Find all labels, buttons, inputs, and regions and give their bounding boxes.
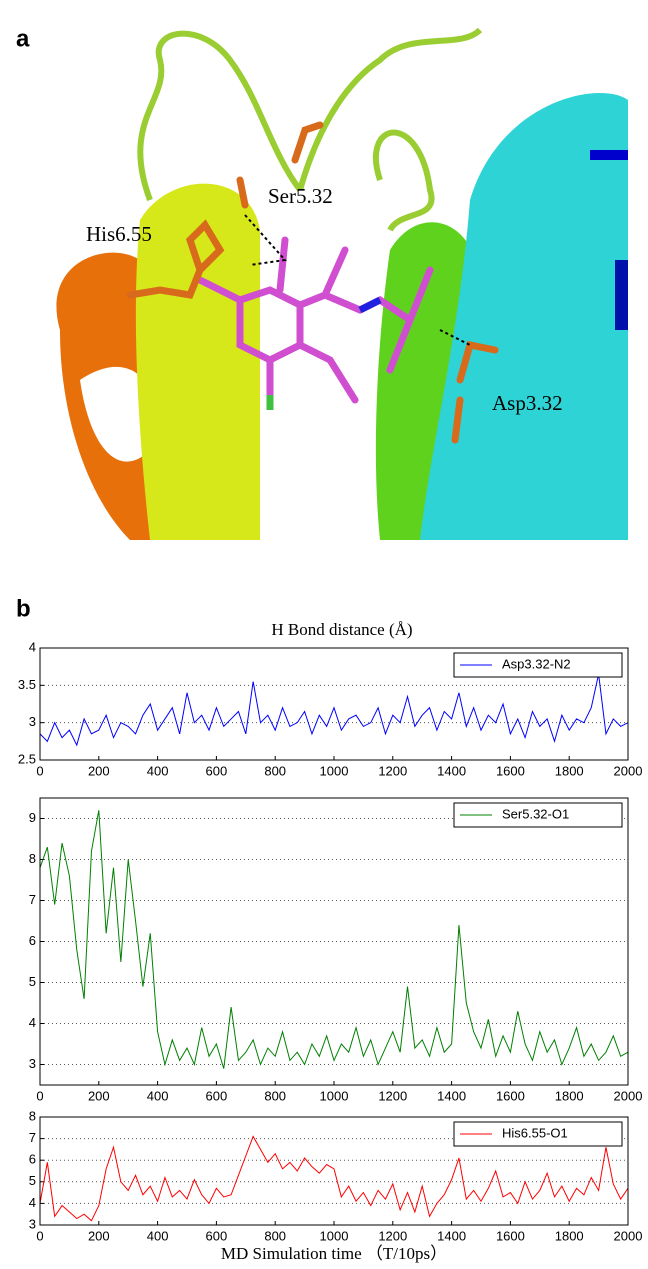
y-tick-label: 4 (29, 1195, 36, 1210)
x-tick-label: 1200 (378, 1228, 407, 1243)
x-tick-label: 1400 (437, 763, 466, 778)
y-tick-label: 6 (29, 1152, 36, 1167)
data-line (39, 674, 629, 747)
x-tick-label: 0 (36, 1088, 43, 1103)
data-line (39, 810, 629, 1069)
y-tick-label: 5 (29, 1173, 36, 1188)
x-tick-label: 600 (206, 763, 228, 778)
y-tick-label: 8 (29, 851, 36, 866)
x-tick-label: 0 (36, 1228, 43, 1243)
panel-label: a (16, 25, 30, 52)
panel-label: b (16, 595, 31, 622)
x-axis-label: MD Simulation time （T/10ps） (221, 1244, 447, 1263)
y-tick-label: 4 (29, 1015, 36, 1030)
chart-title: H Bond distance (Å) (271, 620, 412, 639)
y-tick-label: 7 (29, 892, 36, 907)
y-tick-label: 8 (29, 1108, 36, 1123)
x-tick-label: 1600 (496, 763, 525, 778)
axes-frame (39, 797, 629, 1086)
x-tick-label: 1800 (555, 1088, 584, 1103)
x-tick-label: 2000 (614, 1088, 643, 1103)
y-tick-label: 3.5 (18, 677, 36, 692)
y-tick-label: 3 (29, 1056, 36, 1071)
x-tick-label: 1000 (320, 763, 349, 778)
residue-label: Ser5.32 (268, 184, 333, 208)
axes-frame (39, 647, 629, 761)
x-tick-label: 200 (88, 1228, 110, 1243)
x-tick-label: 1000 (320, 1088, 349, 1103)
x-tick-label: 600 (206, 1228, 228, 1243)
axes-frame (39, 1116, 629, 1226)
y-tick-label: 5 (29, 974, 36, 989)
legend-label: Asp3.32-N2 (502, 656, 571, 671)
x-tick-label: 400 (147, 763, 169, 778)
x-tick-label: 1200 (378, 763, 407, 778)
x-tick-label: 200 (88, 763, 110, 778)
y-tick-label: 9 (29, 810, 36, 825)
y-tick-label: 4 (29, 639, 36, 654)
x-tick-label: 1800 (555, 763, 584, 778)
x-tick-label: 2000 (614, 1228, 643, 1243)
legend-label: Ser5.32-O1 (502, 806, 569, 821)
x-tick-label: 200 (88, 1088, 110, 1103)
residue-label: Asp3.32 (492, 391, 563, 415)
x-tick-label: 1600 (496, 1088, 525, 1103)
data-line (39, 1135, 629, 1222)
x-tick-label: 1800 (555, 1228, 584, 1243)
x-tick-label: 400 (147, 1088, 169, 1103)
y-tick-label: 6 (29, 933, 36, 948)
y-tick-label: 3 (29, 714, 36, 729)
x-tick-label: 0 (36, 763, 43, 778)
x-tick-label: 1000 (320, 1228, 349, 1243)
legend: His6.55-O1 (453, 1121, 623, 1147)
y-tick-label: 7 (29, 1130, 36, 1145)
y-tick-label: 3 (29, 1216, 36, 1231)
legend: Ser5.32-O1 (453, 802, 623, 828)
legend-label: His6.55-O1 (502, 1125, 568, 1140)
x-tick-label: 1600 (496, 1228, 525, 1243)
x-tick-label: 800 (264, 1088, 286, 1103)
x-tick-label: 1400 (437, 1088, 466, 1103)
x-tick-label: 800 (264, 1228, 286, 1243)
x-tick-label: 800 (264, 763, 286, 778)
legend: Asp3.32-N2 (453, 652, 623, 678)
x-tick-label: 1200 (378, 1088, 407, 1103)
x-tick-label: 600 (206, 1088, 228, 1103)
residue-label: His6.55 (86, 222, 152, 246)
protein-image (56, 27, 628, 541)
y-tick-label: 2.5 (18, 751, 36, 766)
x-tick-label: 1400 (437, 1228, 466, 1243)
x-tick-label: 2000 (614, 763, 643, 778)
x-tick-label: 400 (147, 1228, 169, 1243)
